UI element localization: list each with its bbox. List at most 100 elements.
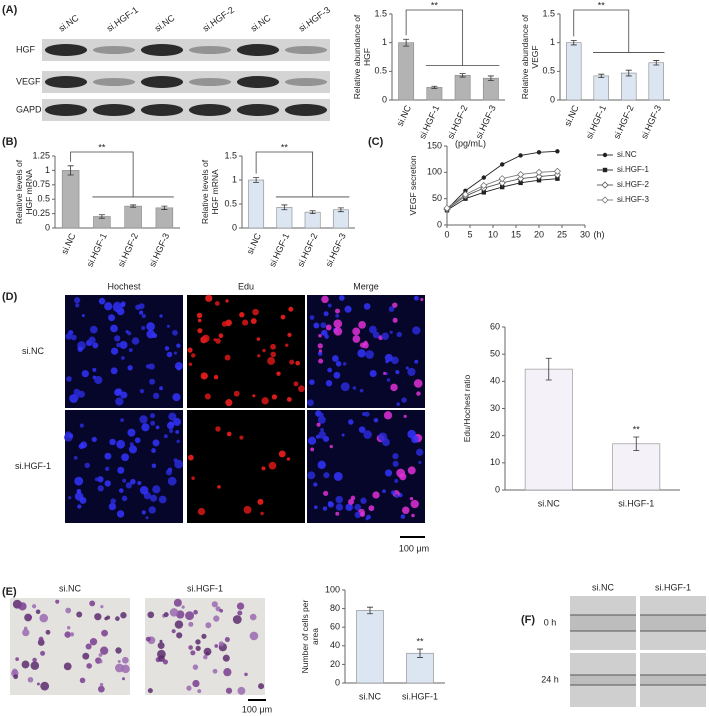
merge-image-cell	[418, 460, 422, 464]
transwell-image-cell	[122, 677, 126, 681]
merge-image-cell	[384, 353, 393, 362]
transwell-image-cell	[249, 613, 257, 621]
y-tick-label: 1	[382, 37, 387, 47]
edu-image-cell	[271, 394, 278, 400]
y-axis-label: Relative levels of HGF mRNA	[200, 159, 220, 225]
hochest-image-cell	[151, 448, 156, 453]
hochest-image-cell	[138, 310, 144, 315]
hochest-image-cell	[65, 333, 73, 340]
edu-image-cell	[218, 333, 224, 339]
image-column-label: si.NC	[59, 583, 81, 593]
transwell-image-cell	[63, 662, 72, 671]
transwell-image-cell	[192, 679, 200, 688]
merge-image-cell	[390, 383, 398, 392]
hochest-image-cell	[91, 436, 97, 442]
transwell-image-cell	[89, 600, 96, 607]
hochest-image-cell	[74, 476, 84, 486]
blot-band	[44, 44, 88, 56]
wound-gap	[570, 615, 636, 631]
merge-image-cell	[309, 379, 315, 385]
merge-image-cell	[335, 308, 340, 314]
transwell-image-cell	[258, 683, 265, 690]
blot-band	[284, 104, 328, 116]
marker	[481, 175, 486, 180]
transwell-image-cell	[244, 672, 248, 677]
bar	[398, 42, 415, 101]
y-tick-label: 40	[490, 376, 500, 386]
hochest-image-cell	[174, 361, 183, 370]
transwell-image-cell	[213, 615, 220, 622]
hochest-image-cell	[173, 351, 178, 355]
blot-band	[188, 104, 232, 116]
merge-image-cell	[364, 411, 370, 417]
y-tick-label: 1	[45, 165, 50, 175]
edu-image-cell	[221, 321, 228, 327]
merge-image-cell	[382, 489, 386, 493]
hochest-image-cell	[121, 356, 125, 360]
hochest-image-cell	[94, 375, 103, 385]
x-tick-label: si.HGF-2	[611, 104, 635, 141]
hochest-image-cell	[127, 365, 133, 371]
y-tick-label: 150	[427, 140, 442, 150]
hochest-image-cell	[146, 329, 156, 339]
blot-band	[140, 104, 184, 116]
merge-image-cell	[363, 303, 371, 310]
edu-image-cell	[187, 347, 193, 353]
merge-image-cell	[327, 501, 334, 508]
hochest-image-cell	[176, 439, 180, 443]
y-tick-label: 0.75	[32, 179, 50, 189]
transwell-image-cell	[186, 685, 192, 691]
merge-image-cell	[378, 432, 388, 442]
merge-image-cell	[322, 506, 328, 511]
hochest-image-cell	[146, 322, 155, 331]
merge-image-cell	[313, 482, 318, 487]
y-axis-label: VEGF secretion	[408, 155, 418, 216]
hochest-image-cell	[120, 418, 124, 422]
edu-image-cell	[215, 338, 221, 344]
image-row-label: si.NC	[22, 346, 44, 356]
merge-image-cell	[320, 322, 327, 329]
significance-bracket	[405, 9, 500, 67]
bar	[332, 209, 349, 229]
x-tick-label: si.NC	[245, 231, 264, 256]
merge-image-cell	[317, 351, 323, 356]
merge-image-cell	[317, 343, 323, 349]
hochest-image-cell	[159, 386, 163, 391]
lane-label: si.NC	[249, 12, 273, 33]
merge-image-cell	[384, 469, 393, 477]
bar	[248, 179, 265, 229]
edu-image-cell	[188, 362, 193, 367]
x-tick-label: si.HGF-2	[295, 232, 319, 269]
edu-image-cell	[215, 426, 221, 432]
panel-label: (B)	[2, 136, 18, 148]
edu-image-cell	[289, 359, 295, 365]
scale-label: 100 μm	[242, 704, 272, 714]
transwell-image-cell	[79, 677, 86, 684]
annotation: **	[431, 0, 439, 10]
hochest-image-cell	[92, 367, 97, 372]
merge-image-cell	[327, 303, 332, 308]
blot-band	[188, 46, 232, 54]
hochest-image-cell	[77, 346, 83, 352]
edu-image-cell	[242, 319, 249, 326]
marker	[517, 170, 525, 179]
edu-image-cell	[213, 338, 217, 342]
hochest-image-cell	[114, 388, 122, 397]
hochest-image-cell	[149, 413, 156, 419]
hochest-image-cell	[172, 329, 178, 336]
hochest-image-cell	[108, 314, 116, 322]
merge-image-cell	[385, 360, 389, 364]
bar	[648, 62, 664, 101]
hochest-image-cell	[135, 304, 141, 310]
merge-image-cell	[369, 369, 377, 378]
hochest-image-cell	[149, 494, 158, 502]
merge-image-cell	[416, 391, 421, 396]
hochest-image-cell	[110, 498, 116, 504]
merge-image-cell	[407, 367, 416, 377]
panel-label: (F)	[521, 614, 535, 626]
transwell-image-cell	[173, 598, 182, 607]
y-tick-label: 30	[490, 403, 500, 413]
transwell-image-cell	[222, 654, 230, 662]
edu-image-cell	[286, 457, 291, 461]
merge-image-cell	[313, 322, 320, 329]
